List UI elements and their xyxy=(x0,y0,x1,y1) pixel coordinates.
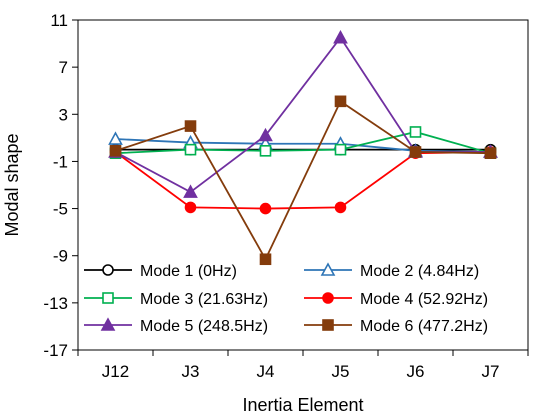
legend-marker xyxy=(100,317,116,331)
data-point xyxy=(259,253,272,266)
legend-label: Mode 2 (4.84Hz) xyxy=(360,263,479,280)
data-point xyxy=(409,126,422,138)
y-tick-label: -9 xyxy=(53,247,68,266)
x-tick-label: J12 xyxy=(102,362,129,381)
data-point xyxy=(259,202,272,215)
legend: Mode 1 (0Hz) Mode 2 (4.84Hz) Mode 3 (21.63… xyxy=(84,262,488,335)
legend-entry: Mode 1 (0Hz) xyxy=(84,263,237,280)
data-point xyxy=(108,131,123,145)
series-line xyxy=(115,138,491,153)
y-tick-label: -1 xyxy=(53,152,68,171)
legend-marker xyxy=(322,292,334,304)
legend-entry: Mode 6 (477.2Hz) xyxy=(304,318,488,335)
legend-entry: Mode 5 (248.5Hz) xyxy=(84,317,268,335)
data-point xyxy=(333,30,348,44)
y-tick-label: 11 xyxy=(50,11,68,30)
legend-label: Mode 5 (248.5Hz) xyxy=(140,318,268,335)
data-point xyxy=(334,201,347,214)
y-axis-title: Modal shape xyxy=(2,133,22,236)
series-6 xyxy=(109,95,497,266)
series-line xyxy=(115,99,491,262)
legend-marker xyxy=(102,292,114,304)
x-axis: J12 J3 J4 J5 J6 J7 xyxy=(77,350,529,381)
legend-marker xyxy=(322,319,334,331)
plot-area xyxy=(77,19,529,351)
data-point xyxy=(259,145,272,157)
x-tick-label: J5 xyxy=(332,362,350,381)
series-line xyxy=(115,131,491,155)
legend-entry: Mode 3 (21.63Hz) xyxy=(84,291,268,308)
y-tick-label: 3 xyxy=(59,105,68,124)
legend-label: Mode 3 (21.63Hz) xyxy=(140,291,268,308)
series-layer xyxy=(108,30,498,266)
legend-entry: Mode 2 (4.84Hz) xyxy=(304,262,479,280)
y-axis: 11 7 3 -1 -5 -9 -13 -17 xyxy=(43,11,78,360)
data-point xyxy=(183,184,198,198)
legend-marker xyxy=(102,264,114,276)
x-tick-label: J6 xyxy=(407,362,425,381)
data-point xyxy=(258,127,273,142)
y-tick-label: -5 xyxy=(53,200,68,219)
legend-label: Mode 4 (52.92Hz) xyxy=(360,291,488,308)
y-tick-label: -13 xyxy=(43,294,68,313)
x-tick-label: J7 xyxy=(482,362,500,381)
legend-label: Mode 1 (0Hz) xyxy=(140,263,237,280)
x-axis-title: Inertia Element xyxy=(242,395,363,415)
legend-label: Mode 6 (477.2Hz) xyxy=(360,318,488,335)
data-point xyxy=(184,120,197,132)
x-tick-label: J4 xyxy=(257,362,275,381)
legend-marker xyxy=(320,262,336,276)
data-point xyxy=(184,143,197,156)
y-tick-label: -17 xyxy=(43,341,68,360)
legend-entry: Mode 4 (52.92Hz) xyxy=(304,291,488,308)
x-tick-label: J3 xyxy=(182,362,200,381)
data-point xyxy=(334,95,347,108)
y-tick-label: 7 xyxy=(59,58,68,77)
data-point xyxy=(109,145,122,157)
data-point xyxy=(484,147,497,159)
data-point xyxy=(334,143,347,156)
data-point xyxy=(409,146,422,158)
data-point xyxy=(184,201,197,214)
